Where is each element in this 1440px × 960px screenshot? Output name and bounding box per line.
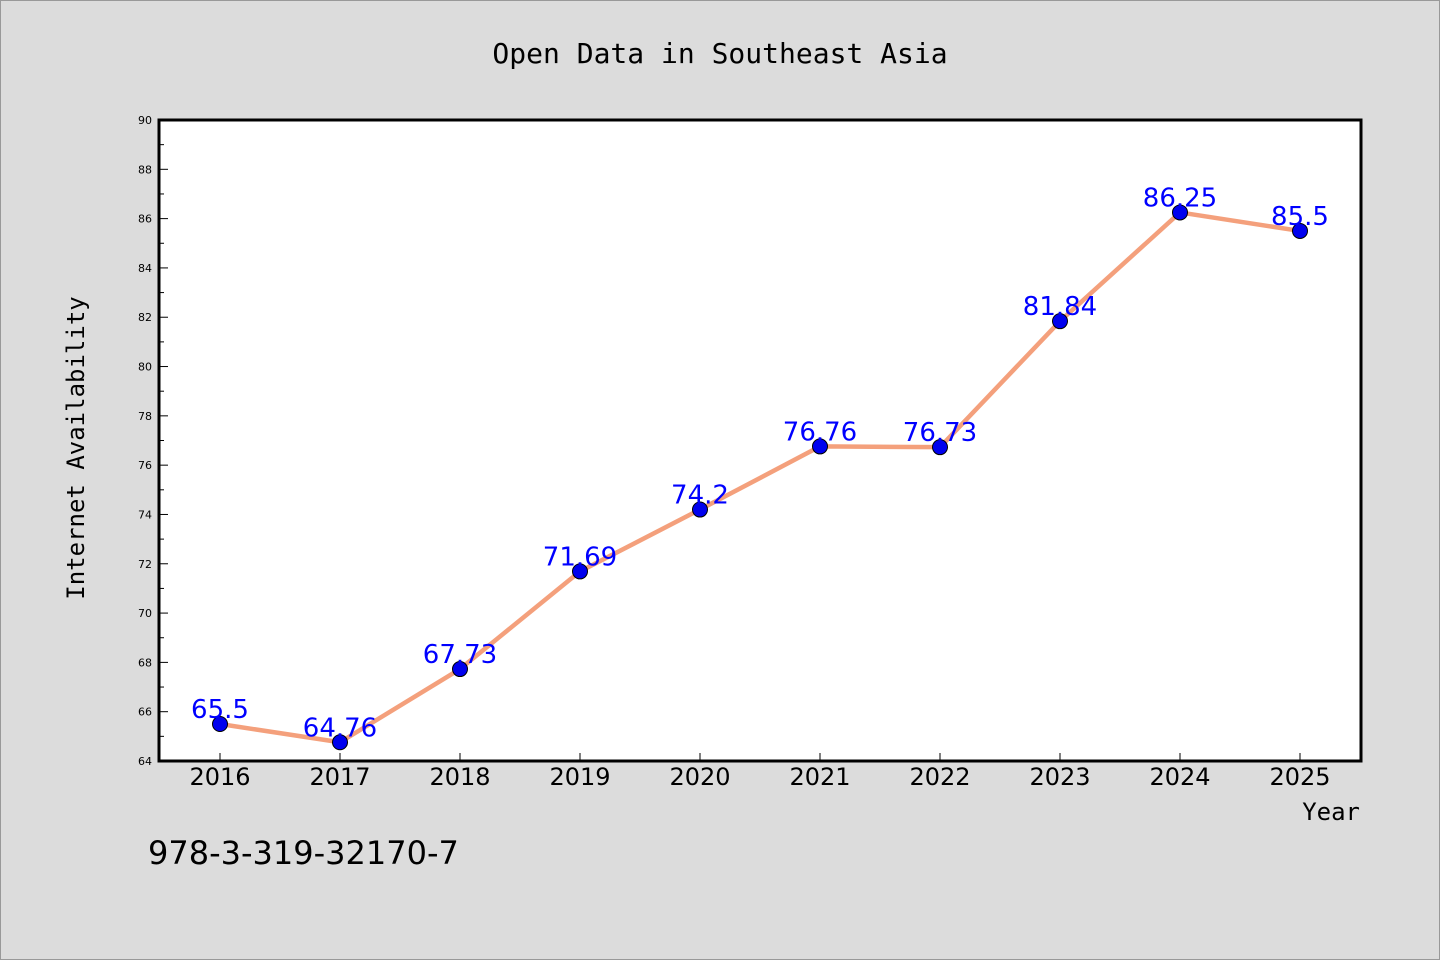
data-point-marker [212,716,228,733]
x-axis: 2016 2017 2018 2019 2020 2021 2022 2023 2024 2025 [189,753,1331,791]
data-point-marker [1292,222,1308,239]
y-tick-label: 86 [138,213,152,226]
data-label: 81.84 [1023,292,1097,322]
y-tick-label: 84 [138,262,152,275]
footnote-isbn: 978-3-319-32170-7 [148,834,459,872]
y-tick-label: 78 [138,410,152,423]
y-tick-label: 68 [138,656,152,669]
x-tick-label: 2016 [189,763,250,791]
y-tick-label: 74 [138,508,152,521]
data-label: 71.69 [543,542,617,572]
data-point-marker [1052,313,1068,330]
y-tick-label: 82 [138,311,152,324]
data-point-marker [332,734,348,751]
y-tick-label: 66 [138,706,152,719]
x-tick-label: 2017 [309,763,370,791]
data-point-marker [932,439,948,456]
data-label: 85.5 [1271,202,1329,232]
y-axis: 64 66 68 70 72 74 76 78 80 82 84 86 88 90 [138,114,168,768]
x-tick-label: 2021 [789,763,850,791]
data-label: 74.2 [671,481,729,511]
x-tick-label: 2018 [429,763,490,791]
x-tick-label: 2022 [909,763,970,791]
data-label: 64.76 [303,713,377,743]
data-label: 76.76 [783,417,857,447]
data-point-marker [452,661,468,678]
data-label: 67.73 [423,640,497,670]
series-line [219,210,1301,745]
y-tick-label: 72 [138,558,152,571]
data-labels-group: 65.5 64.76 67.73 71.69 74.2 76.76 76.73 81.84 86… [191,183,1329,743]
data-point-marker [692,501,708,518]
data-point-marker [572,563,588,580]
x-tick-label: 2020 [669,763,730,791]
data-point-marker [1172,204,1188,221]
y-tick-label: 90 [138,114,152,127]
data-label: 76.73 [903,418,977,448]
y-tick-label: 76 [138,459,152,472]
x-tick-label: 2025 [1269,763,1330,791]
data-label: 65.5 [191,695,249,725]
x-tick-label: 2024 [1149,763,1210,791]
chart-title: Open Data in Southeast Asia [492,37,947,70]
y-axis-label: Internet Availability [62,296,90,599]
data-point-marker [812,438,828,455]
x-tick-label: 2023 [1029,763,1090,791]
data-label: 86.25 [1143,183,1217,213]
x-tick-label: 2019 [549,763,610,791]
y-tick-label: 88 [138,163,152,176]
series-line-group [219,210,1301,745]
y-tick-label: 80 [138,361,152,374]
y-tick-label: 70 [138,607,152,620]
markers-group [212,204,1308,751]
plot-area [157,118,1363,763]
y-tick-label: 64 [138,755,152,768]
x-axis-label: Year [1302,798,1360,826]
